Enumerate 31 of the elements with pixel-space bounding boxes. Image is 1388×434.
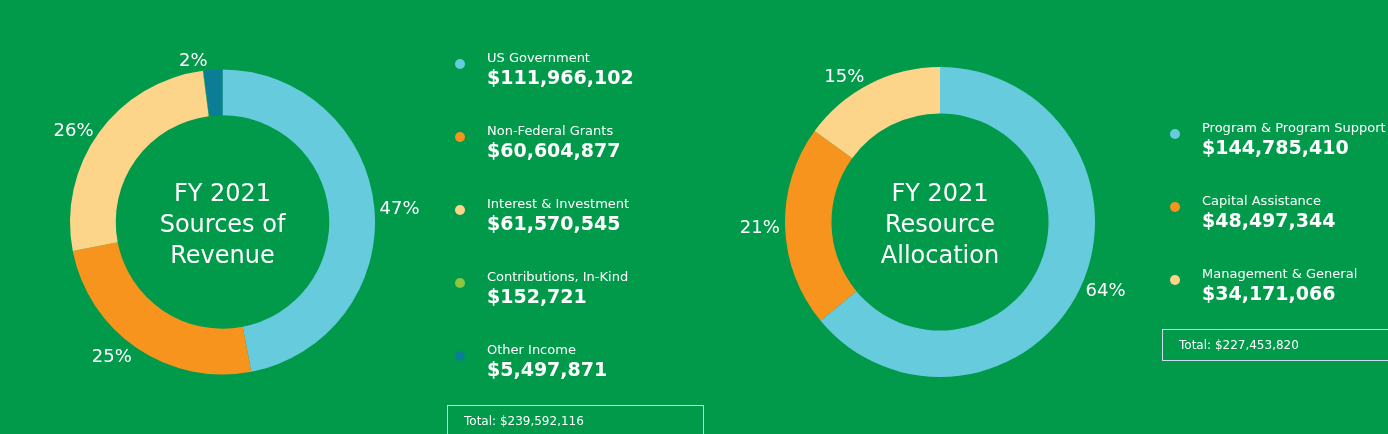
text: FY 2021 Sources of Revenue: [159, 178, 286, 270]
text: Total: $227,453,820: [1162, 329, 1388, 361]
legend-label: Interest & Investment: [487, 196, 630, 211]
legend-label: Program & Program Support: [1202, 120, 1386, 135]
legend-label: Other Income: [487, 342, 576, 357]
data-label: 25%: [91, 345, 132, 367]
data-label: 47%: [379, 196, 420, 218]
donut-slice: [202, 70, 210, 117]
data-label: 2%: [179, 48, 208, 70]
text: $5,497,871: [487, 358, 608, 380]
text: $152,721: [487, 285, 587, 307]
text: FY 2021 Resource Allocation: [880, 178, 1000, 270]
text: $144,785,410: [1202, 136, 1349, 158]
legend-label: Contributions, In-Kind: [487, 269, 629, 284]
data-label: 15%: [824, 65, 865, 87]
text: $48,497,344: [1202, 209, 1336, 231]
data-label: 26%: [53, 118, 94, 140]
text: $60,604,877: [487, 139, 621, 161]
text: $111,966,102: [487, 66, 634, 88]
legend-label: US Government: [487, 50, 590, 65]
data-label: 64%: [1085, 279, 1126, 301]
text: Total: $239,592,116: [447, 405, 704, 434]
text: $34,171,066: [1202, 282, 1336, 304]
donut-slice: [785, 130, 857, 321]
legend-label: Non-Federal Grants: [487, 123, 614, 138]
text: $61,570,545: [487, 212, 621, 234]
legend-label: Management & General: [1202, 266, 1358, 281]
legend-label: Capital Assistance: [1202, 193, 1321, 208]
donut-slice: [814, 67, 940, 159]
data-label: 21%: [739, 216, 780, 238]
donut-slice: [203, 69, 223, 117]
